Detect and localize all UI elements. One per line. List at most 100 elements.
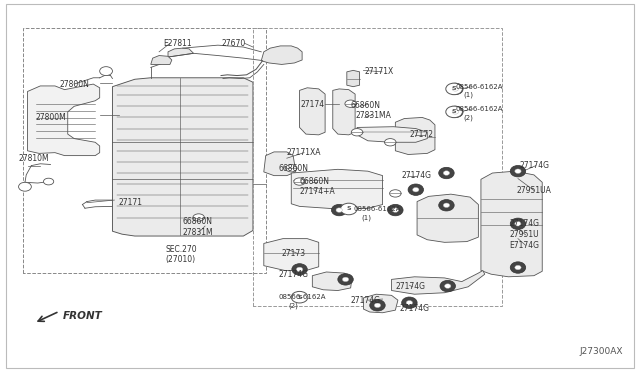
Polygon shape [113, 78, 253, 236]
Text: S: S [452, 109, 456, 114]
Ellipse shape [406, 301, 413, 305]
Text: 66860N: 66860N [182, 217, 212, 226]
Text: J27300AX: J27300AX [580, 347, 623, 356]
Text: 66860N: 66860N [351, 101, 381, 110]
Polygon shape [300, 88, 325, 135]
Polygon shape [333, 89, 355, 135]
Ellipse shape [292, 264, 307, 275]
Ellipse shape [402, 297, 417, 308]
Ellipse shape [345, 100, 356, 108]
Ellipse shape [440, 280, 456, 292]
Text: 08566-6162A: 08566-6162A [456, 106, 503, 112]
Polygon shape [168, 48, 193, 57]
Text: 27172: 27172 [410, 130, 433, 140]
Polygon shape [347, 70, 360, 87]
Text: 27174G: 27174G [519, 161, 549, 170]
Ellipse shape [510, 218, 525, 230]
Text: 27171X: 27171X [365, 67, 394, 76]
Ellipse shape [296, 267, 303, 272]
Ellipse shape [447, 83, 463, 94]
Ellipse shape [193, 214, 204, 221]
Text: 27171XA: 27171XA [287, 148, 321, 157]
Ellipse shape [447, 106, 463, 118]
Ellipse shape [515, 265, 521, 270]
Ellipse shape [332, 204, 347, 216]
Ellipse shape [342, 277, 349, 282]
Text: (1): (1) [464, 92, 474, 99]
Text: 27174+A: 27174+A [300, 187, 335, 196]
Ellipse shape [444, 171, 450, 175]
Polygon shape [312, 272, 352, 291]
Text: S: S [346, 206, 351, 211]
Text: SEC.270: SEC.270 [166, 245, 197, 254]
Text: S: S [297, 295, 302, 300]
Text: 27174: 27174 [301, 100, 325, 109]
Ellipse shape [388, 204, 403, 216]
Ellipse shape [438, 167, 454, 179]
Ellipse shape [338, 274, 353, 285]
Text: 27831MA: 27831MA [355, 111, 391, 120]
Text: E27811: E27811 [164, 39, 192, 48]
Ellipse shape [340, 203, 357, 215]
Ellipse shape [515, 169, 521, 173]
Ellipse shape [100, 67, 113, 76]
Ellipse shape [336, 208, 342, 212]
Ellipse shape [446, 106, 463, 118]
Polygon shape [28, 84, 100, 155]
Text: FRONT: FRONT [63, 311, 103, 321]
Text: 27174G: 27174G [400, 304, 430, 313]
Text: 27670: 27670 [221, 39, 245, 48]
Ellipse shape [444, 203, 450, 208]
Text: 27174G: 27174G [509, 219, 539, 228]
Text: (27010): (27010) [166, 255, 196, 264]
Ellipse shape [294, 178, 305, 185]
Text: 27174G: 27174G [351, 296, 381, 305]
Text: 27800N: 27800N [60, 80, 90, 89]
Ellipse shape [452, 87, 458, 91]
Ellipse shape [19, 182, 31, 191]
Text: 08566-6162A: 08566-6162A [353, 206, 401, 212]
Polygon shape [396, 118, 435, 154]
Ellipse shape [390, 190, 401, 197]
Ellipse shape [408, 184, 424, 195]
Ellipse shape [285, 164, 297, 172]
Text: (2): (2) [464, 114, 474, 121]
Ellipse shape [291, 291, 308, 303]
Ellipse shape [452, 110, 458, 114]
Ellipse shape [510, 262, 525, 273]
Text: S: S [452, 86, 456, 92]
Ellipse shape [510, 166, 525, 177]
Polygon shape [261, 46, 302, 64]
Ellipse shape [370, 299, 385, 311]
Ellipse shape [374, 303, 381, 308]
Ellipse shape [438, 199, 454, 211]
Text: 27173: 27173 [282, 249, 306, 258]
Ellipse shape [44, 178, 54, 185]
Ellipse shape [446, 83, 463, 95]
Polygon shape [264, 152, 296, 176]
Polygon shape [291, 169, 383, 209]
Text: 08566-6162A: 08566-6162A [278, 294, 326, 300]
Text: 27831M: 27831M [182, 228, 213, 237]
Text: E7174G: E7174G [509, 241, 539, 250]
Text: 08566-6162A: 08566-6162A [456, 84, 503, 90]
Ellipse shape [515, 222, 521, 226]
Text: 27174G: 27174G [402, 171, 432, 180]
Polygon shape [417, 194, 478, 242]
Text: 66860N: 66860N [300, 177, 330, 186]
Ellipse shape [392, 208, 399, 212]
Polygon shape [357, 127, 428, 142]
Ellipse shape [413, 187, 419, 192]
Text: (2): (2) [288, 302, 298, 309]
Polygon shape [481, 171, 542, 277]
Polygon shape [264, 238, 319, 270]
Polygon shape [364, 294, 398, 313]
Text: 27951UA: 27951UA [516, 186, 552, 195]
Text: 27800M: 27800M [36, 113, 67, 122]
Text: 27171: 27171 [119, 198, 143, 207]
Text: 66860N: 66860N [278, 164, 308, 173]
Text: 27174G: 27174G [396, 282, 426, 291]
Polygon shape [151, 55, 172, 64]
Polygon shape [392, 270, 484, 294]
Ellipse shape [351, 129, 363, 136]
